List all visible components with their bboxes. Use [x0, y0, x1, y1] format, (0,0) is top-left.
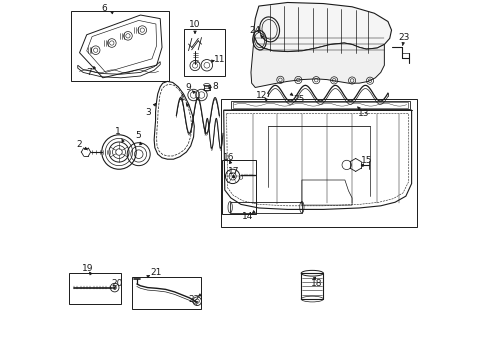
Polygon shape: [254, 3, 391, 51]
Text: 7: 7: [86, 68, 92, 77]
Text: 14: 14: [242, 212, 253, 221]
Text: 12: 12: [256, 90, 267, 99]
Text: 20: 20: [111, 279, 122, 288]
Bar: [232, 102, 407, 108]
Bar: [301, 273, 323, 299]
Text: 17: 17: [227, 167, 239, 176]
Text: 6: 6: [102, 4, 107, 13]
Text: 25: 25: [293, 95, 304, 104]
Text: 24: 24: [249, 26, 261, 35]
Text: 13: 13: [357, 109, 368, 118]
Text: 22: 22: [187, 294, 199, 303]
Bar: [69, 273, 121, 304]
Polygon shape: [250, 37, 384, 87]
Text: 21: 21: [149, 268, 161, 277]
Text: 4: 4: [179, 94, 184, 103]
Text: 8: 8: [212, 82, 218, 91]
Bar: [131, 277, 201, 309]
Bar: [222, 160, 255, 214]
Text: 16: 16: [223, 153, 234, 162]
Bar: [230, 101, 409, 109]
Text: 18: 18: [310, 279, 321, 288]
Text: 2: 2: [76, 140, 81, 149]
Text: 3: 3: [145, 108, 151, 117]
Bar: [70, 12, 169, 81]
Bar: [230, 202, 301, 213]
Text: 11: 11: [214, 55, 225, 64]
Text: 23: 23: [398, 33, 409, 42]
Text: 19: 19: [81, 265, 93, 274]
Bar: [221, 99, 416, 226]
Text: 10: 10: [189, 20, 201, 29]
Text: 9: 9: [185, 83, 191, 92]
Text: 1: 1: [115, 127, 121, 136]
Text: 15: 15: [360, 156, 371, 165]
Text: 5: 5: [135, 131, 141, 140]
Bar: [183, 30, 224, 76]
